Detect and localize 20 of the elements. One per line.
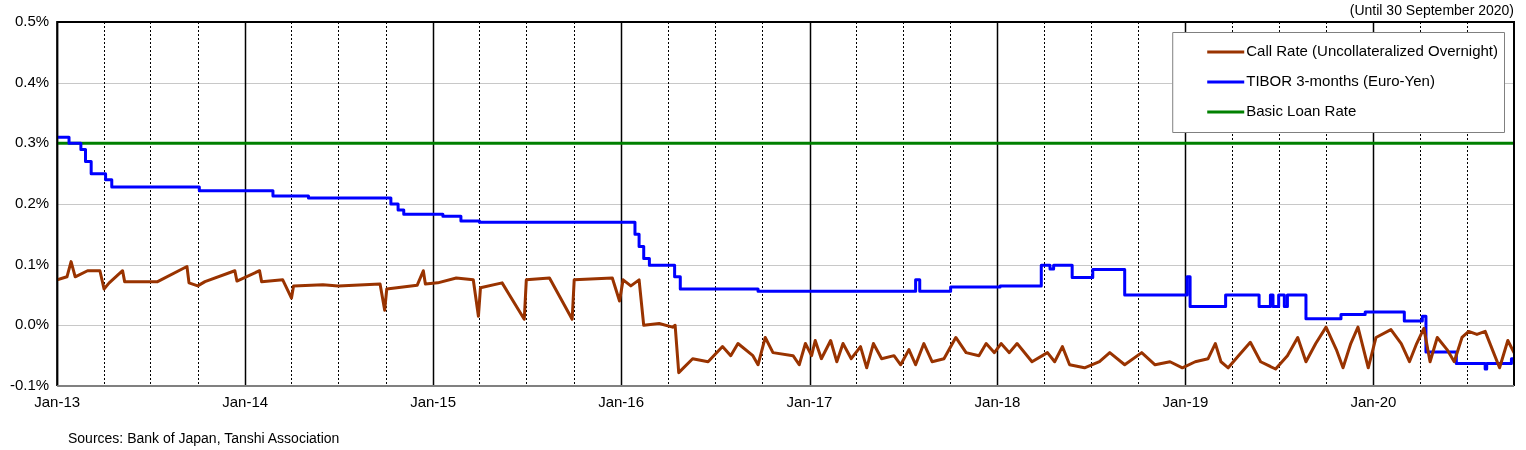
y-tick-label: 0.5% [14, 12, 50, 30]
y-tick-label: 0.2% [14, 194, 50, 212]
y-tick-label: 0.3% [14, 133, 50, 151]
x-tick-label: Jan-13 [34, 393, 81, 411]
source-note: Sources: Bank of Japan, Tanshi Association [68, 430, 340, 446]
text: (Until 30 September 2020) [1349, 2, 1514, 18]
x-tick-label: Jan-14 [222, 393, 269, 411]
x-tick-label: Jan-20 [1350, 393, 1397, 411]
x-tick-label: Jan-15 [410, 393, 457, 411]
x-tick-label: Jan-16 [598, 393, 644, 411]
y-tick-label: 0.0% [14, 315, 50, 333]
y-tick-label: 0.4% [14, 72, 50, 90]
y-tick-label: -0.1% [10, 376, 50, 394]
y-tick-label: 0.1% [14, 254, 50, 272]
legend-label: Call Rate (Uncollateralized Overnight) [1246, 42, 1499, 60]
x-tick-label: Jan-19 [1162, 393, 1209, 411]
legend-label: Basic Loan Rate [1246, 102, 1357, 120]
x-tick-label: Jan-17 [786, 393, 833, 411]
x-tick-label: Jan-18 [974, 393, 1021, 411]
legend-label: TIBOR 3-months (Euro-Yen) [1246, 72, 1435, 90]
